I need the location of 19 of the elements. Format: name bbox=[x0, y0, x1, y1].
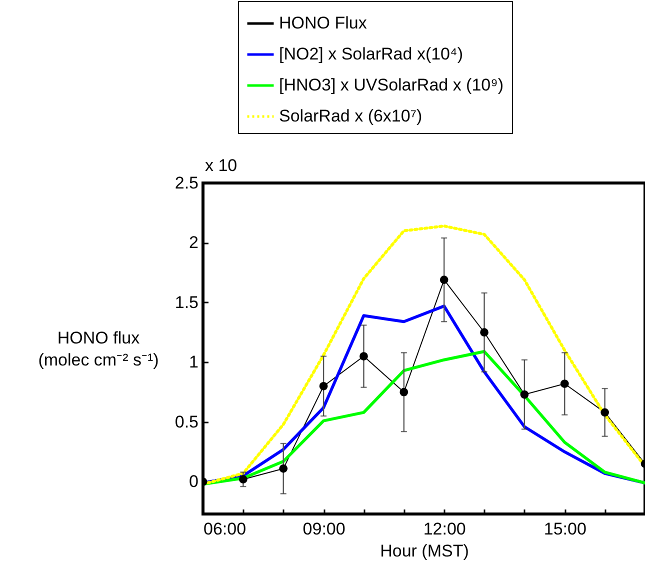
legend-label: SolarRad x (6x10⁷) bbox=[279, 106, 422, 126]
y-tick-label: 1.5 bbox=[174, 292, 198, 312]
y-axis-title: HONO flux (molec cm⁻² s⁻¹) bbox=[38, 328, 159, 370]
x-tick-label: 06:00 bbox=[204, 520, 246, 538]
y-tick-label: 1 bbox=[189, 352, 198, 372]
y-tick-label: 2 bbox=[189, 233, 198, 252]
x-axis-title: Hour (MST) bbox=[380, 542, 469, 560]
y-tick-label: 0.5 bbox=[174, 412, 198, 432]
text: x 10 bbox=[205, 156, 238, 175]
x-tick-label: 12:00 bbox=[423, 520, 466, 538]
line-series bbox=[203, 350, 645, 486]
x-tick-label: 09:00 bbox=[302, 520, 346, 538]
line-series bbox=[203, 224, 645, 486]
y-tick-label: 0 bbox=[189, 472, 198, 492]
legend-label: HONO Flux bbox=[279, 14, 368, 32]
x-tick-label: 15:00 bbox=[544, 520, 586, 538]
y-tick-label: 2.5 bbox=[174, 174, 198, 192]
legend-label: [HNO3] x UVSolarRad x (10⁹) bbox=[279, 76, 504, 94]
legend-label: [NO2] x SolarRad x(10⁴) bbox=[279, 44, 463, 64]
